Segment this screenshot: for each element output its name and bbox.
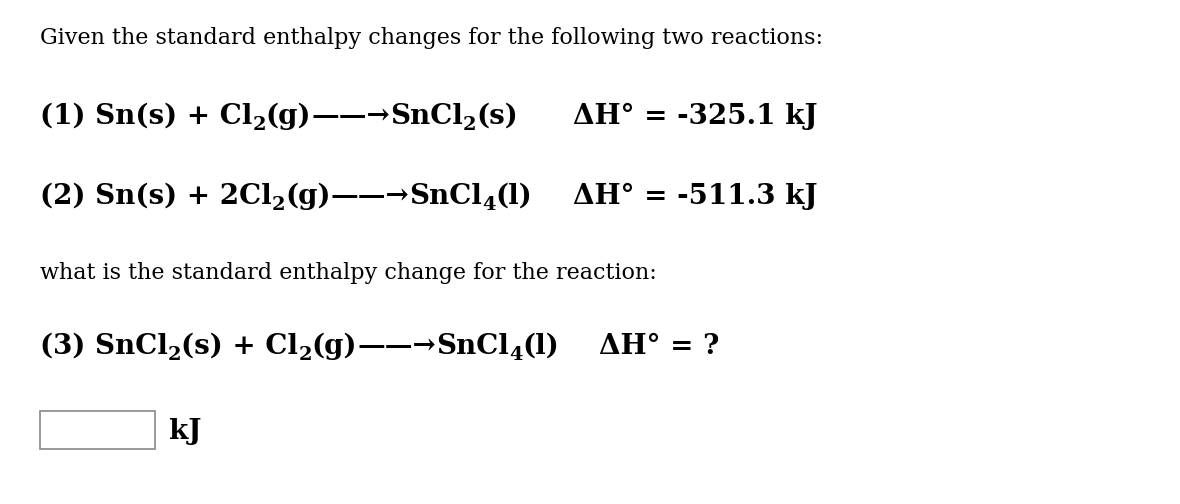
Text: 2: 2 <box>299 346 312 364</box>
Text: (1) Sn(s) + Cl: (1) Sn(s) + Cl <box>40 103 253 130</box>
Text: (2) Sn(s) + 2Cl: (2) Sn(s) + 2Cl <box>40 183 271 210</box>
Text: 4: 4 <box>483 196 496 214</box>
Text: what is the standard enthalpy change for the reaction:: what is the standard enthalpy change for… <box>40 262 657 284</box>
Text: SnCl: SnCl <box>409 183 483 210</box>
Text: 2: 2 <box>271 196 286 214</box>
Text: ——→: ——→ <box>358 333 437 360</box>
Text: 2: 2 <box>168 346 182 364</box>
Bar <box>40 411 155 449</box>
Text: (s) + Cl: (s) + Cl <box>182 333 299 360</box>
Text: (s): (s) <box>477 103 518 130</box>
Text: kJ: kJ <box>169 418 202 445</box>
Text: (l): (l) <box>523 333 559 360</box>
Text: 2: 2 <box>463 116 477 134</box>
Text: (g): (g) <box>286 182 330 210</box>
Text: 4: 4 <box>509 346 523 364</box>
Text: (l): (l) <box>496 183 532 210</box>
Text: ——→: ——→ <box>330 183 409 210</box>
Text: 2: 2 <box>253 116 266 134</box>
Text: (3) SnCl: (3) SnCl <box>40 333 168 360</box>
Text: (g): (g) <box>312 333 358 360</box>
Text: ΔH° = -511.3 kJ: ΔH° = -511.3 kJ <box>572 183 817 210</box>
Text: Given the standard enthalpy changes for the following two reactions:: Given the standard enthalpy changes for … <box>40 27 822 49</box>
Text: SnCl: SnCl <box>437 333 509 360</box>
Text: ΔH° = ?: ΔH° = ? <box>599 333 720 360</box>
Text: (g): (g) <box>266 103 312 130</box>
Text: ΔH° = -325.1 kJ: ΔH° = -325.1 kJ <box>573 103 818 130</box>
Text: SnCl: SnCl <box>391 103 463 130</box>
Text: ——→: ——→ <box>312 103 391 130</box>
